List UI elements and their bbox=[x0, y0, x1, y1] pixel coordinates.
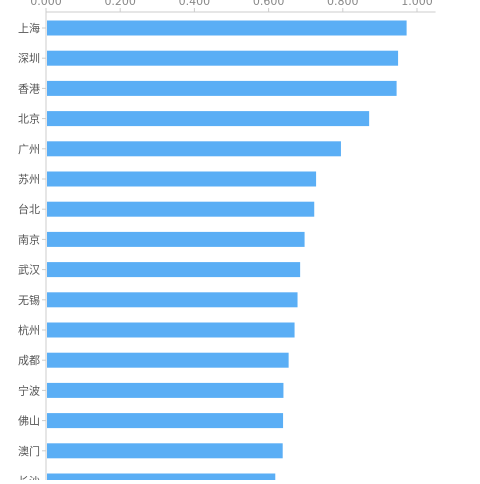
bar bbox=[47, 80, 397, 96]
bar bbox=[47, 20, 407, 36]
bar bbox=[47, 231, 305, 247]
category-label: 台北 bbox=[18, 202, 40, 216]
category-label: 武汉 bbox=[18, 264, 40, 277]
category-label: 香港 bbox=[18, 82, 40, 95]
category-label: 杭州 bbox=[18, 323, 40, 337]
bar bbox=[47, 443, 283, 459]
category-label: 苏州 bbox=[18, 173, 40, 186]
x-axis: 0.000 0.200 0.400 0.600 0.800 1.000 bbox=[30, 0, 436, 480]
bar bbox=[47, 413, 284, 429]
category-label: 北京 bbox=[18, 112, 40, 126]
x-tick-label: 0.400 bbox=[179, 0, 211, 8]
bars bbox=[47, 20, 407, 484]
bar bbox=[47, 201, 315, 217]
category-label: 深圳 bbox=[18, 52, 40, 65]
x-tick-label: 0.200 bbox=[104, 0, 136, 8]
bar bbox=[47, 262, 301, 278]
x-tick-label: 0.800 bbox=[327, 0, 359, 8]
x-tick-label: 0.000 bbox=[30, 0, 62, 8]
bar bbox=[47, 382, 284, 398]
bar bbox=[47, 292, 298, 308]
bar bbox=[47, 111, 370, 127]
category-label: 长沙 bbox=[18, 475, 40, 480]
bar bbox=[47, 141, 341, 157]
category-label: 澳门 bbox=[18, 444, 40, 458]
category-label: 宁波 bbox=[18, 383, 40, 397]
category-label: 广州 bbox=[18, 143, 40, 156]
bar bbox=[47, 171, 317, 187]
x-tick-label: 1.000 bbox=[401, 0, 433, 8]
bar bbox=[47, 473, 276, 484]
category-label: 成都 bbox=[18, 354, 40, 367]
category-labels: 上海深圳香港北京广州苏州台北南京武汉无锡杭州成都宁波佛山澳门长沙 bbox=[18, 21, 46, 484]
bar bbox=[47, 322, 295, 338]
bar bbox=[47, 352, 289, 368]
bar bbox=[47, 50, 399, 66]
x-tick-label: 0.600 bbox=[253, 0, 285, 8]
category-label: 上海 bbox=[18, 21, 40, 35]
category-label: 佛山 bbox=[18, 415, 40, 428]
category-label: 南京 bbox=[18, 232, 40, 246]
category-label: 无锡 bbox=[18, 293, 40, 307]
